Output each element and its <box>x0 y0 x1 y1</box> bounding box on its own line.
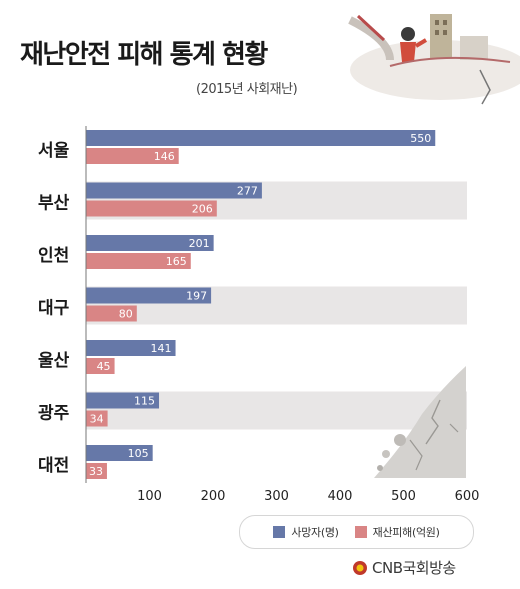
chart-subtitle: (2015년 사회재난) <box>196 82 298 97</box>
brand-name: CNB국회방송 <box>372 559 456 577</box>
x-tick-label: 100 <box>137 489 162 504</box>
value-label-deaths: 115 <box>134 395 155 408</box>
legend-swatch-deaths <box>273 526 286 538</box>
value-label-damage: 206 <box>192 203 213 216</box>
value-label-damage: 45 <box>97 360 111 373</box>
legend-item-damage: 재산피해(억원) <box>354 524 440 540</box>
value-label-damage: 34 <box>90 413 104 426</box>
value-label-damage: 146 <box>154 150 175 163</box>
chart-title: 재난안전 피해 통계 현황 <box>20 40 268 70</box>
category-label: 인천 <box>38 246 69 266</box>
value-label-damage: 165 <box>166 255 187 268</box>
bar-deaths <box>86 287 212 304</box>
value-label-damage: 33 <box>89 465 103 478</box>
bar-damage <box>86 253 191 269</box>
category-label: 대구 <box>38 299 70 319</box>
x-tick-label: 500 <box>391 489 416 504</box>
value-label-damage: 80 <box>119 308 133 321</box>
legend-label-deaths: 사망자(명) <box>291 526 339 539</box>
disaster-illustration <box>348 14 520 105</box>
value-label-deaths: 550 <box>410 132 431 145</box>
legend-swatch-damage <box>354 526 367 538</box>
chart-legend: 사망자(명) 재산피해(억원) <box>239 515 474 549</box>
x-tick-label: 300 <box>264 489 289 504</box>
bar-damage <box>86 410 108 427</box>
x-tick-label: 600 <box>455 489 480 504</box>
brand-logo-icon <box>353 560 367 575</box>
value-label-deaths: 277 <box>237 185 258 198</box>
x-tick-label: 400 <box>328 489 353 504</box>
bar-deaths <box>86 392 160 409</box>
bar-deaths <box>86 130 436 146</box>
bar-damage <box>86 200 217 217</box>
bar-deaths <box>86 182 262 199</box>
legend-label-damage: 재산피해(억원) <box>372 526 440 539</box>
value-label-deaths: 141 <box>151 342 172 355</box>
bar-deaths <box>86 445 153 461</box>
broadcaster-brand: CNB국회방송 <box>352 557 456 578</box>
cracked-wall-graphic <box>374 366 466 478</box>
value-label-deaths: 197 <box>186 290 207 303</box>
category-label: 광주 <box>38 404 70 424</box>
bar-damage <box>86 463 107 479</box>
legend-item-deaths: 사망자(명) <box>273 524 339 540</box>
bar-deaths <box>86 235 214 251</box>
category-label: 울산 <box>38 351 70 371</box>
category-label: 대전 <box>38 456 69 476</box>
x-tick-label: 200 <box>201 489 226 504</box>
category-label: 부산 <box>38 194 70 214</box>
value-label-deaths: 105 <box>128 447 149 460</box>
category-label: 서울 <box>38 141 70 161</box>
bar-damage <box>86 305 137 322</box>
bar-damage <box>86 148 179 164</box>
bar-deaths <box>86 340 176 356</box>
value-label-deaths: 201 <box>189 237 210 250</box>
bar-damage <box>86 358 115 374</box>
